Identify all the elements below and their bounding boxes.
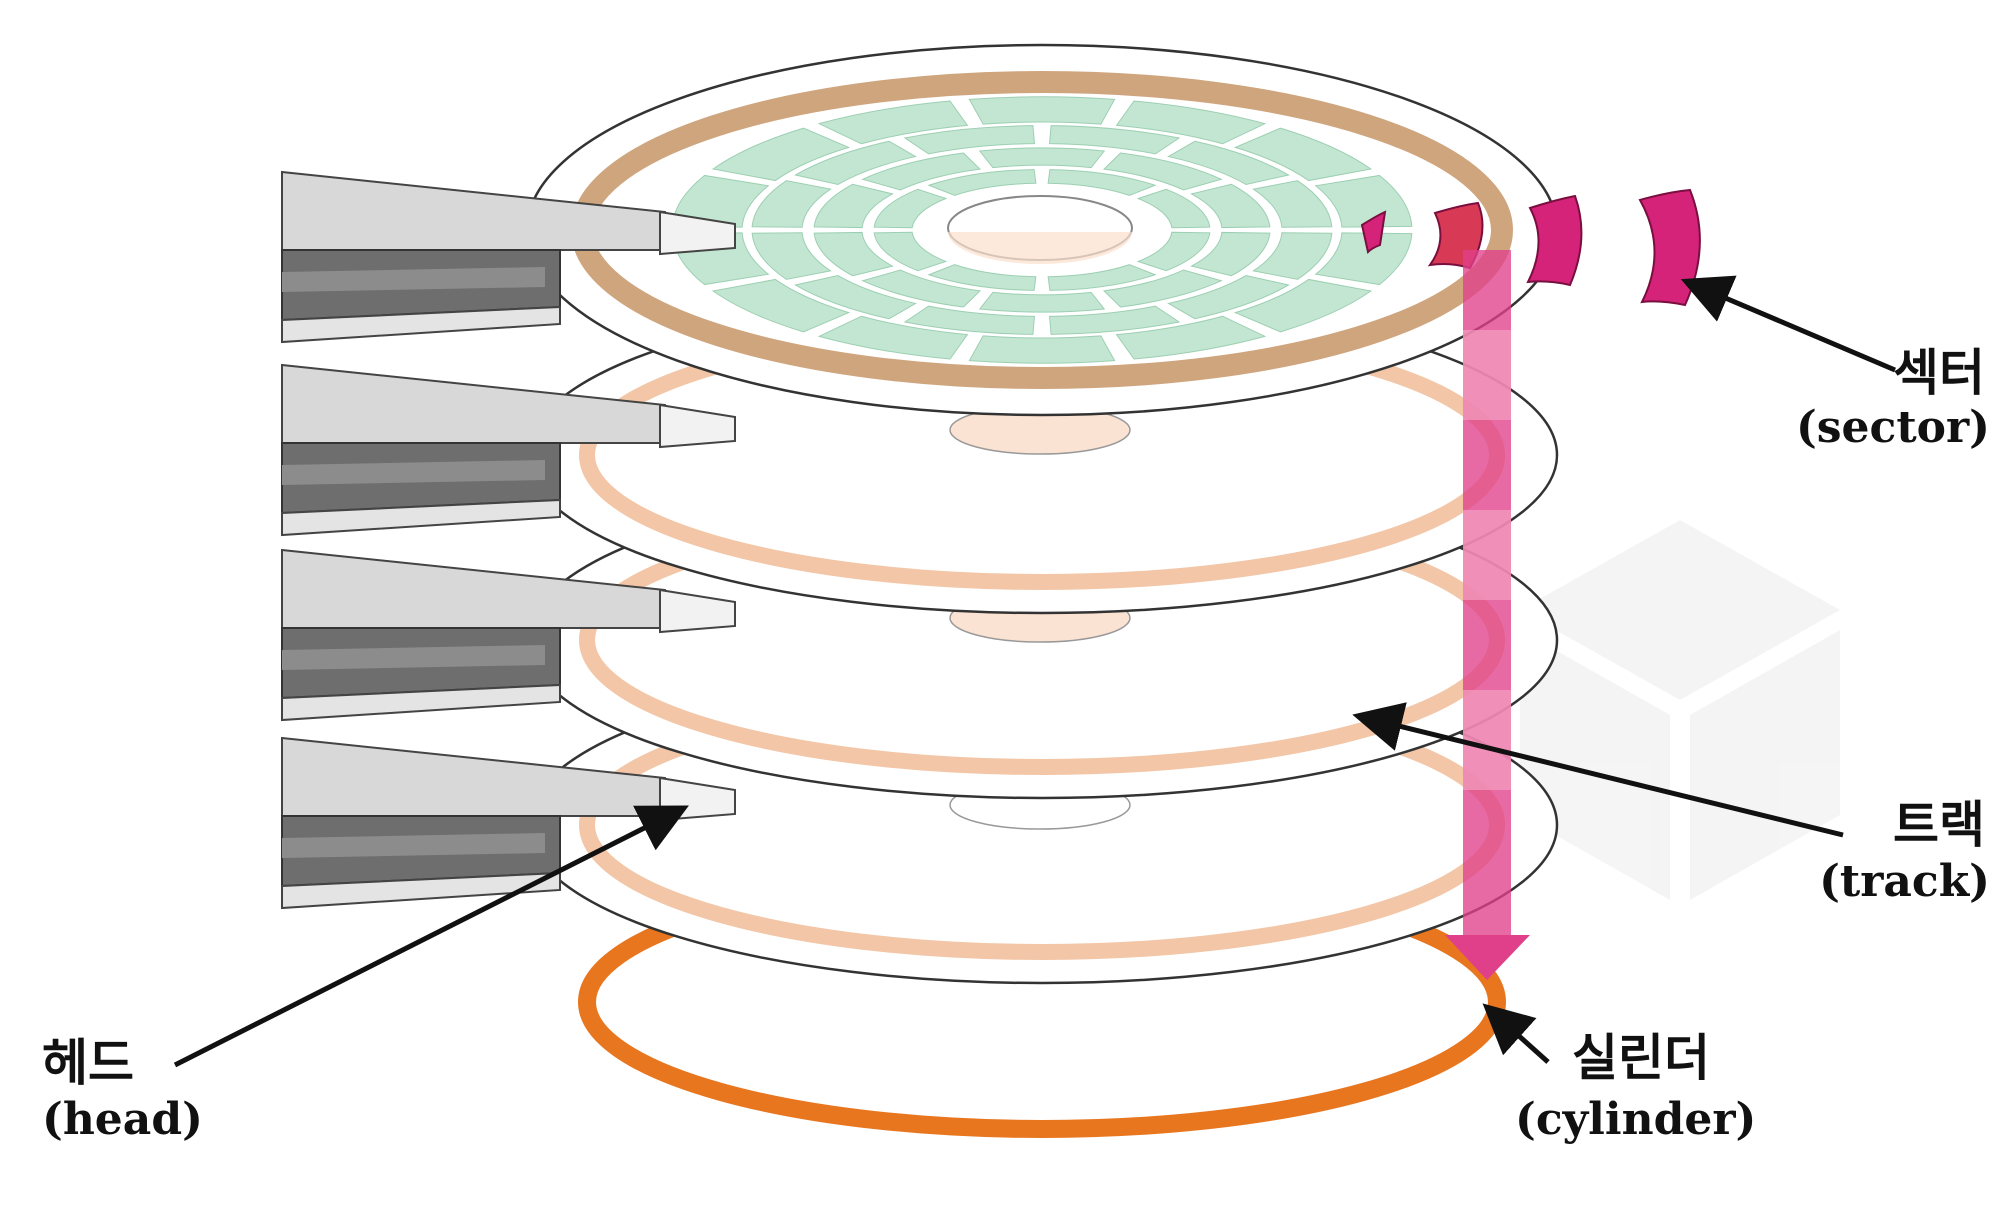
sector-block [751, 232, 832, 280]
sector-block [903, 305, 1036, 335]
sector-block [817, 315, 969, 360]
sector-block [1190, 231, 1271, 277]
sector-block [968, 335, 1116, 364]
sector-block [927, 264, 1037, 291]
sector-block [927, 169, 1037, 196]
head-arm-2 [281, 363, 736, 537]
sector-block [903, 125, 1036, 155]
sector-block [861, 152, 982, 191]
sector-block [1136, 188, 1211, 229]
track-label-en: (track) [1819, 856, 1990, 907]
sector-block [1115, 100, 1267, 145]
sector-block [978, 291, 1106, 313]
sector-block [1233, 127, 1373, 182]
sector-block [1252, 180, 1333, 228]
sector-blocks [671, 96, 1413, 364]
sector-block [978, 147, 1106, 169]
sector-block [873, 231, 948, 272]
watermark [1520, 520, 1840, 900]
cylinder-pointer-line [1482, 1003, 1550, 1064]
head-tip [659, 588, 736, 634]
head-tip [659, 403, 736, 449]
sector-block [817, 100, 969, 145]
sector-block [1102, 152, 1223, 191]
sector-block [1190, 183, 1271, 229]
cylinder-arrow [1445, 250, 1530, 980]
sector-label-en: (sector) [1796, 402, 1990, 453]
sector-block [1048, 125, 1181, 155]
cylinder-label-en: (cylinder) [1515, 1094, 1756, 1145]
sector-pointer-line [1680, 275, 1896, 373]
sector-block [671, 174, 770, 228]
sector-block [1314, 232, 1413, 286]
read-write-heads [281, 170, 736, 910]
sector-block [1047, 264, 1157, 291]
platter-top [525, 43, 1559, 417]
sector-block [1136, 231, 1211, 272]
head-arm-1 [281, 170, 736, 344]
sector-block [1167, 274, 1290, 320]
sector-block [711, 127, 851, 182]
sector-block [1115, 315, 1267, 360]
head-tip [659, 210, 736, 256]
head-arm-3 [281, 548, 736, 722]
sector-block [861, 269, 982, 308]
sector-block [1102, 269, 1223, 308]
sector-block [813, 183, 894, 229]
sector-block [813, 231, 894, 277]
sector-block [968, 96, 1116, 125]
sector-block [1233, 278, 1373, 333]
track-label-ko: 트랙 [1893, 796, 1985, 854]
sector-block [1048, 305, 1181, 335]
head-label-ko: 헤드 [42, 1034, 134, 1092]
track-pointer-line [1352, 702, 1844, 838]
sector-block [1167, 140, 1290, 186]
head-label-en: (head) [42, 1094, 203, 1145]
sector-block [873, 188, 948, 229]
sector-block [1252, 232, 1333, 280]
head-pointer-line [173, 805, 689, 1068]
sector-block [751, 180, 832, 228]
head-arm-4 [281, 736, 736, 910]
sector-label-ko: 섹터 [1893, 344, 1985, 402]
sector-block [794, 274, 917, 320]
sector-block [1047, 169, 1157, 196]
cylinder-label-ko: 실린더 [1572, 1029, 1710, 1087]
sector-block [711, 278, 851, 333]
sector-block [794, 140, 917, 186]
